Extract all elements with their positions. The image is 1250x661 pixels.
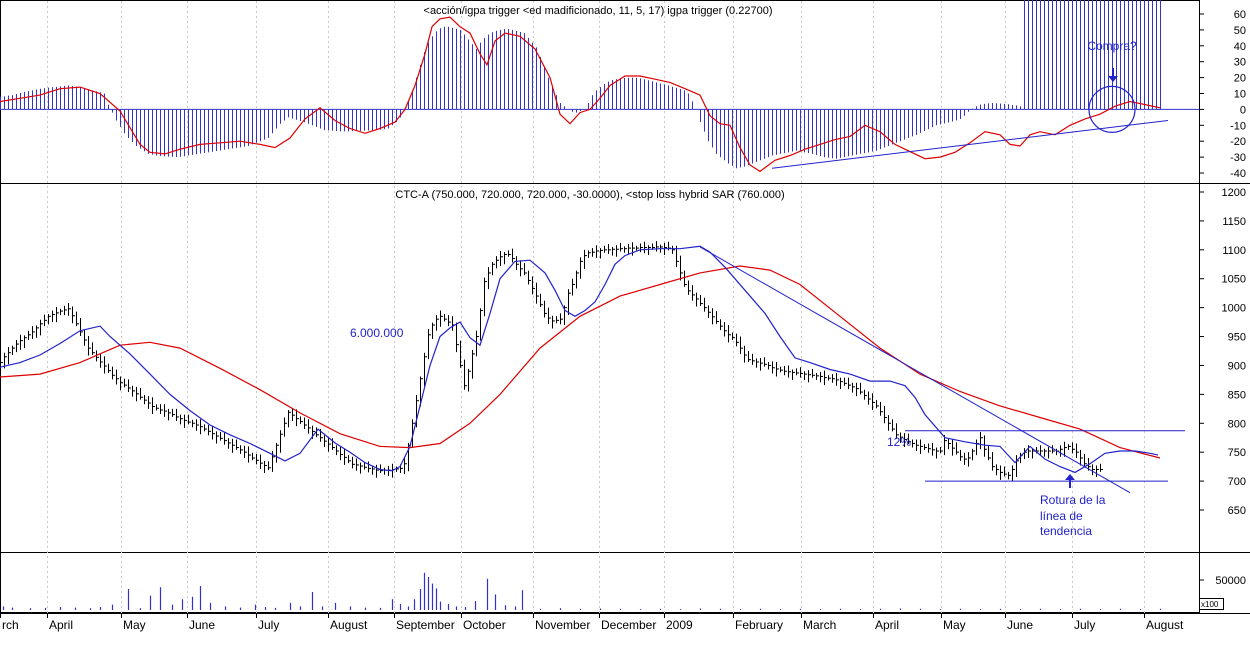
arrow-head	[1065, 474, 1075, 480]
oscillator-panel: Compra? <acción/igpa trigger <ed madific…	[0, 0, 1246, 180]
buy-signal-circle	[1088, 85, 1136, 134]
y-tick-label: 1200	[1222, 187, 1246, 199]
y-tick-label: 10	[1234, 89, 1246, 101]
y-tick-label: 700	[1228, 476, 1246, 488]
y-tick-label: 650	[1228, 505, 1246, 517]
grid-lines	[47, 1, 1145, 613]
x-tick-label: February	[735, 618, 783, 632]
x-axis: rch April May June July August September Octobe…	[0, 613, 1184, 632]
price-downtrend-line	[699, 246, 1131, 494]
x-tick-label: December	[601, 618, 656, 632]
y-tick-label: -20	[1230, 136, 1246, 148]
price-bars	[0, 0, 1163, 482]
volume-note-label: 6.000.000	[350, 326, 404, 340]
x-tick-label: May	[123, 618, 146, 632]
price-y-axis: 1200 1150 1100 1050 1000 950 900 850 800 750 700 65…	[1199, 187, 1246, 517]
y-tick-label: 1100	[1222, 245, 1246, 257]
x-tick-label: July	[258, 618, 279, 632]
y-tick-label: 60	[1234, 9, 1246, 21]
oscillator-y-axis: 60 50 40 30 20 10 0 -10 -20 -30 -40	[1199, 9, 1246, 180]
buy-arrow-icon	[1108, 68, 1118, 82]
volume-y-axis: 50000	[1199, 575, 1246, 587]
y-tick-label: 20	[1234, 73, 1246, 85]
y-tick-label: 1150	[1222, 216, 1246, 228]
y-tick-label: -30	[1230, 152, 1246, 164]
price-title: CTC-A (750.000, 720.000, 720.000, -30.00…	[395, 189, 784, 201]
arrow-head	[1108, 76, 1118, 82]
y-tick-label: 50000	[1215, 575, 1246, 587]
x-tick-label: April	[875, 618, 899, 632]
breakout-note-line-3: tendencia	[1040, 524, 1092, 538]
x-tick-label: rch	[2, 618, 19, 632]
oscillator-trend-line	[771, 120, 1169, 169]
x-tick-label: March	[803, 618, 836, 632]
x-tick-label: October	[463, 618, 506, 632]
buy-signal-label: Compra?	[1087, 39, 1137, 53]
x-tick-label: August	[1146, 618, 1184, 632]
y-tick-label: -10	[1230, 120, 1246, 132]
x-tick-label: November	[535, 618, 590, 632]
y-tick-label: 40	[1234, 41, 1246, 53]
x-tick-label: April	[49, 618, 73, 632]
percent-note-label: 12%	[887, 435, 911, 449]
y-tick-label: 800	[1228, 418, 1246, 430]
breakout-arrow-icon	[1065, 474, 1075, 488]
volume-multiplier-label: x100	[1201, 600, 1219, 609]
y-tick-label: 950	[1228, 332, 1246, 344]
y-tick-label: 30	[1234, 57, 1246, 69]
y-tick-label: 0	[1240, 104, 1246, 116]
oscillator-histogram	[0, 0, 1161, 169]
oscillator-title: <acción/igpa trigger <ed madificionado, …	[424, 5, 773, 17]
breakout-note-line-1: Rotura de la	[1040, 493, 1106, 507]
y-tick-label: 1000	[1222, 303, 1246, 315]
x-tick-label: July	[1074, 618, 1095, 632]
y-tick-label: 1050	[1222, 274, 1246, 286]
x-tick-label: 2009	[666, 618, 693, 632]
x-tick-label: June	[189, 618, 215, 632]
y-tick-label: 900	[1228, 360, 1246, 372]
x-tick-label: August	[330, 618, 368, 632]
y-tick-label: 50	[1234, 25, 1246, 37]
x-tick-label: May	[943, 618, 966, 632]
y-tick-label: 850	[1228, 389, 1246, 401]
x-tick-label: September	[396, 618, 455, 632]
multiplier-box	[1199, 598, 1224, 610]
volume-panel: 50000 x100	[2, 572, 1246, 610]
y-tick-label: -40	[1230, 168, 1246, 180]
fast-moving-average-line	[0, 245, 1159, 474]
slow-moving-average-line	[0, 265, 1161, 459]
x-tick-label: June	[1007, 618, 1033, 632]
breakout-note-line-2: línea de	[1040, 509, 1083, 523]
y-tick-label: 750	[1228, 447, 1246, 459]
price-panel: 6.000.000 12% Rotura de la línea de tend…	[0, 0, 1246, 538]
volume-bars	[2, 572, 1162, 610]
